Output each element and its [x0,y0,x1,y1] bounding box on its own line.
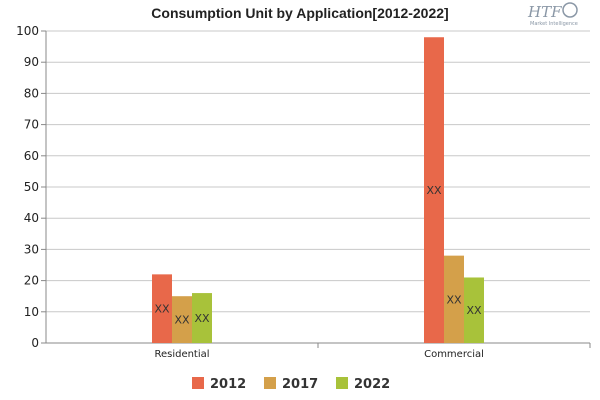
y-tick-label: 50 [24,180,39,194]
y-tick-label: 60 [24,149,39,163]
bar-2017-residential [172,296,192,343]
chart-title: Consumption Unit by Application[2012-202… [151,5,448,21]
data-label: XX [194,312,210,325]
y-tick-label: 100 [16,24,39,38]
legend-label-2012: 2012 [210,377,246,392]
x-tick-label: Residential [154,349,209,360]
bar-2012-commercial [424,37,444,344]
bar-2017-commercial [444,255,464,343]
legend-label-2017: 2017 [282,377,318,392]
data-label: XX [174,314,190,327]
axes: 0 10 20 30 40 50 60 70 80 90 100 Residential Commerc… [16,24,591,360]
y-tick-label: 30 [24,242,39,256]
bar-2012-residential [152,274,172,343]
legend-swatch-2022 [336,377,348,389]
y-tick-label: 20 [24,274,39,288]
htf-logo: HTF Market Intelligence [527,2,578,27]
y-tick-label: 70 [24,118,39,132]
data-labels: XX XX XX XX XX XX [154,184,482,326]
logo-text: HTF [527,3,562,21]
y-tick-label: 90 [24,55,39,69]
bar-2022-commercial [464,277,484,343]
y-tick-label: 80 [24,86,39,100]
y-tick-label: 40 [24,211,39,225]
bar-2022-residential [192,293,212,343]
logo-subtext: Market Intelligence [530,21,578,27]
bars [152,37,484,344]
data-label: XX [154,303,170,316]
data-label: XX [466,304,482,317]
grid-lines [46,30,590,344]
logo-globe-icon [562,2,578,18]
data-label: XX [446,293,462,306]
x-tick-label: Commercial [424,349,484,360]
legend: 2012 2017 2022 [192,377,390,392]
legend-swatch-2012 [192,377,204,389]
y-tick-label: 0 [31,336,39,350]
legend-label-2022: 2022 [354,377,390,392]
data-label: XX [426,184,442,197]
legend-swatch-2017 [264,377,276,389]
y-tick-label: 10 [24,305,39,319]
